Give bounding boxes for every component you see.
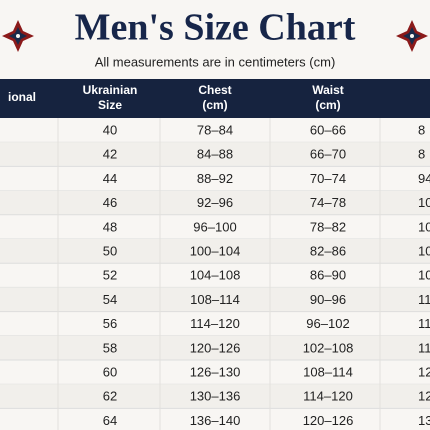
- cell: 11: [418, 340, 430, 355]
- ornament-right: [396, 20, 428, 52]
- cell: 44: [103, 171, 117, 186]
- cell: 70–74: [310, 171, 346, 186]
- cell: 126–130: [190, 365, 241, 380]
- cell: 64: [103, 413, 117, 428]
- cell: 96–100: [193, 219, 236, 234]
- cell: 54: [103, 292, 117, 307]
- cell: 120–126: [190, 340, 241, 355]
- cell: 42: [103, 147, 117, 162]
- row-stripe: [0, 190, 430, 215]
- cell: 60–66: [310, 123, 346, 138]
- column-header: ional: [8, 90, 36, 104]
- cell: 62: [103, 389, 117, 404]
- cell: 8: [418, 123, 425, 138]
- column-header: Waist (cm): [312, 83, 344, 112]
- cell: 13: [418, 413, 430, 428]
- cell: 12: [418, 365, 430, 380]
- cell: 96–102: [306, 316, 349, 331]
- cell: 8: [418, 147, 425, 162]
- cell: 108–114: [190, 292, 240, 307]
- cell: 12: [418, 389, 430, 404]
- subtitle: All measurements are in centimeters (cm): [95, 54, 336, 69]
- cell: 48: [103, 219, 117, 234]
- row-stripe: [0, 239, 430, 264]
- column-header: Ukrainian Size: [83, 83, 138, 112]
- cell: 84–88: [197, 147, 233, 162]
- cell: 10: [418, 219, 430, 234]
- cell: 52: [103, 268, 117, 283]
- row-stripe: [0, 142, 430, 167]
- cell: 78–82: [310, 219, 346, 234]
- cell: 60: [103, 365, 117, 380]
- cell: 66–70: [310, 147, 346, 162]
- cell: 10: [418, 268, 430, 283]
- cell: 11: [418, 292, 430, 307]
- cell: 86–90: [310, 268, 346, 283]
- cell: 104–108: [190, 268, 241, 283]
- cell: 56: [103, 316, 117, 331]
- title: Men's Size Chart: [75, 7, 356, 49]
- column-header: Chest (cm): [198, 83, 231, 112]
- cell: 58: [103, 340, 117, 355]
- row-stripe: [0, 335, 430, 360]
- cell: 46: [103, 195, 117, 210]
- row-stripe: [0, 384, 430, 409]
- cell: 114–120: [190, 316, 240, 331]
- cell: 136–140: [190, 413, 241, 428]
- cell: 90–96: [310, 292, 346, 307]
- cell: 11: [418, 316, 430, 331]
- cell: 100–104: [190, 244, 241, 259]
- cell: 94: [418, 171, 430, 186]
- cell: 10: [418, 195, 430, 210]
- ornament-left: [2, 20, 34, 52]
- cell: 114–120: [303, 389, 353, 404]
- header-row: [0, 79, 430, 118]
- cell: 50: [103, 244, 117, 259]
- cell: 82–86: [310, 244, 346, 259]
- cell: 120–126: [303, 413, 354, 428]
- cell: 74–78: [310, 195, 346, 210]
- cell: 108–114: [303, 365, 353, 380]
- cell: 10: [418, 244, 430, 259]
- cell: 130–136: [190, 389, 241, 404]
- cell: 92–96: [197, 195, 233, 210]
- cell: 78–84: [197, 123, 233, 138]
- cell: 40: [103, 123, 117, 138]
- cell: 102–108: [303, 340, 354, 355]
- row-stripe: [0, 287, 430, 312]
- cell: 88–92: [197, 171, 233, 186]
